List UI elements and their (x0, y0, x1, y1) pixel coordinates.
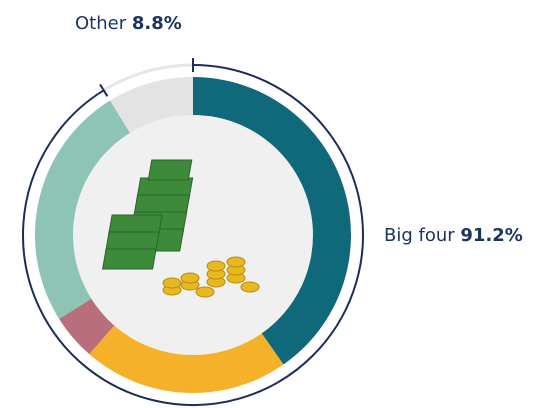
group-value: 91.2% (460, 225, 522, 246)
chart: Other 8.8% Big four 91.2% (0, 0, 551, 408)
big-four-label: Big four 91.2% (384, 225, 523, 246)
group-value: 8.8% (132, 13, 182, 34)
group-name: Big four (384, 225, 455, 246)
group-name: Other (75, 13, 127, 34)
other-label: Other 8.8% (75, 13, 182, 34)
